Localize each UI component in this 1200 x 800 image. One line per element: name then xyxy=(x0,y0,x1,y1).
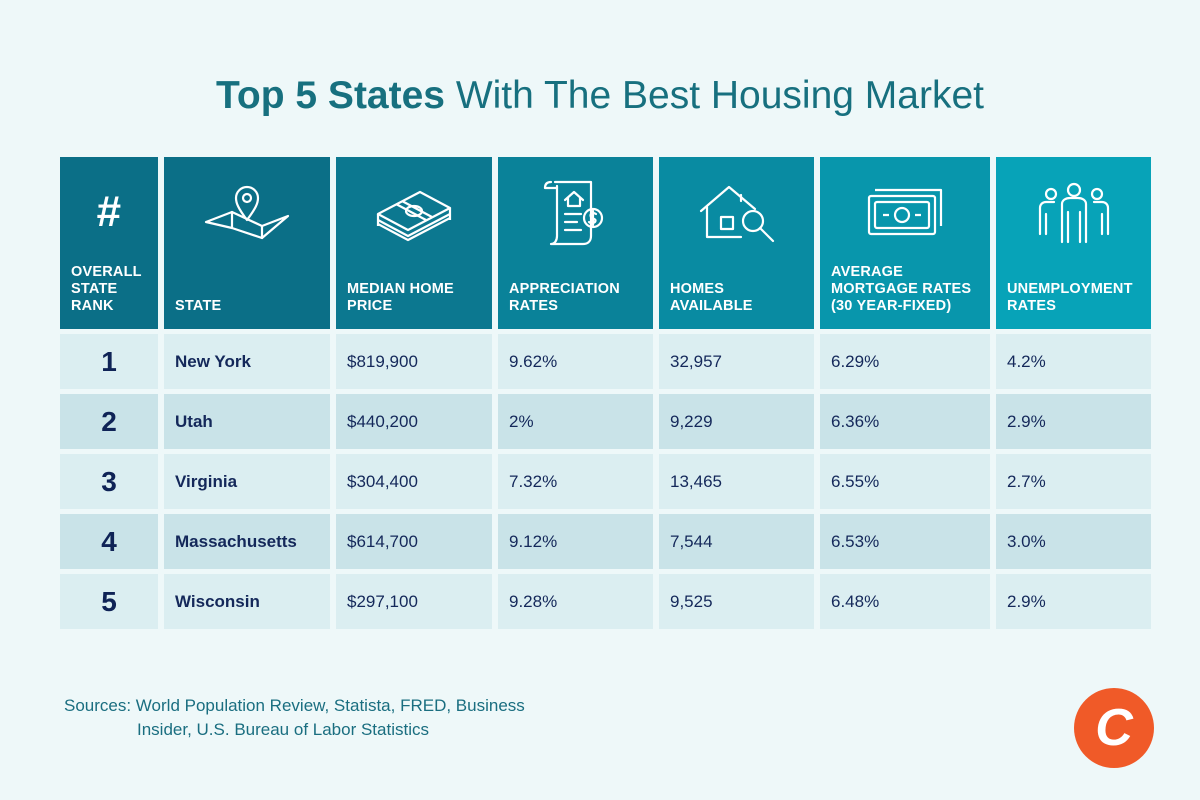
hash-symbol: # xyxy=(96,186,122,236)
table-cell: $304,400 xyxy=(336,454,492,509)
table-cell: 9,229 xyxy=(659,394,814,449)
rank-cell: 1 xyxy=(60,334,158,389)
rank-cell: 4 xyxy=(60,514,158,569)
logo-letter: C xyxy=(1095,699,1133,757)
sources-note: Sources: World Population Review, Statis… xyxy=(64,694,525,742)
table-cell: 9.62% xyxy=(498,334,653,389)
table-cell: 9.12% xyxy=(498,514,653,569)
table-cell: 6.29% xyxy=(820,334,990,389)
banknote-icon xyxy=(820,173,990,251)
table-cell: 32,957 xyxy=(659,334,814,389)
column-header-3: APPRECIATION RATES xyxy=(498,157,653,329)
table-cell: 6.55% xyxy=(820,454,990,509)
title-rest: With The Best Housing Market xyxy=(445,74,984,117)
map-pin-icon xyxy=(164,173,330,251)
table-cell: 7,544 xyxy=(659,514,814,569)
table-cell: $297,100 xyxy=(336,574,492,629)
table-cell: 7.32% xyxy=(498,454,653,509)
table-cell: $440,200 xyxy=(336,394,492,449)
sources-line-2: Insider, U.S. Bureau of Labor Statistics xyxy=(137,720,429,739)
column-header-label: HOMES AVAILABLE xyxy=(670,281,753,314)
title-bold: Top 5 States xyxy=(216,74,445,117)
column-header-6: UNEMPLOYMENT RATES xyxy=(996,157,1151,329)
document-dollar-icon xyxy=(498,173,653,251)
column-header-label: UNEMPLOYMENT RATES xyxy=(1007,281,1133,314)
state-cell: New York xyxy=(164,334,330,389)
table-cell: 2% xyxy=(498,394,653,449)
table-cell: 6.36% xyxy=(820,394,990,449)
people-icon xyxy=(996,173,1151,251)
column-header-0: # OVERALL STATE RANK xyxy=(60,157,158,329)
rank-cell: 5 xyxy=(60,574,158,629)
house-search-icon xyxy=(659,173,814,251)
state-cell: Virginia xyxy=(164,454,330,509)
table-cell: 9.28% xyxy=(498,574,653,629)
table-cell: 2.7% xyxy=(996,454,1151,509)
table-cell: 6.48% xyxy=(820,574,990,629)
sources-line-1: Sources: World Population Review, Statis… xyxy=(64,696,525,715)
table-cell: 4.2% xyxy=(996,334,1151,389)
rank-cell: 2 xyxy=(60,394,158,449)
state-cell: Massachusetts xyxy=(164,514,330,569)
hash-icon: # xyxy=(60,173,158,251)
column-header-label: APPRECIATION RATES xyxy=(509,281,620,314)
brand-logo: C xyxy=(1074,688,1154,768)
table-cell: 2.9% xyxy=(996,394,1151,449)
table-cell: 13,465 xyxy=(659,454,814,509)
table-cell: 3.0% xyxy=(996,514,1151,569)
housing-table: # OVERALL STATE RANK STATE MEDIAN HOME PRIC… xyxy=(60,157,1151,629)
money-stack-icon xyxy=(336,173,492,251)
column-header-label: AVERAGE MORTGAGE RATES (30 YEAR-FIXED) xyxy=(831,264,972,314)
table-cell: 6.53% xyxy=(820,514,990,569)
column-header-5: AVERAGE MORTGAGE RATES (30 YEAR-FIXED) xyxy=(820,157,990,329)
column-header-label: MEDIAN HOME PRICE xyxy=(347,281,454,314)
rank-cell: 3 xyxy=(60,454,158,509)
column-header-4: HOMES AVAILABLE xyxy=(659,157,814,329)
column-header-2: MEDIAN HOME PRICE xyxy=(336,157,492,329)
table-cell: $819,900 xyxy=(336,334,492,389)
state-cell: Wisconsin xyxy=(164,574,330,629)
state-cell: Utah xyxy=(164,394,330,449)
column-header-label: STATE xyxy=(175,298,222,314)
page-title: Top 5 States With The Best Housing Marke… xyxy=(0,72,1200,120)
table-cell: 2.9% xyxy=(996,574,1151,629)
table-cell: $614,700 xyxy=(336,514,492,569)
column-header-1: STATE xyxy=(164,157,330,329)
column-header-label: OVERALL STATE RANK xyxy=(71,264,142,314)
table-cell: 9,525 xyxy=(659,574,814,629)
